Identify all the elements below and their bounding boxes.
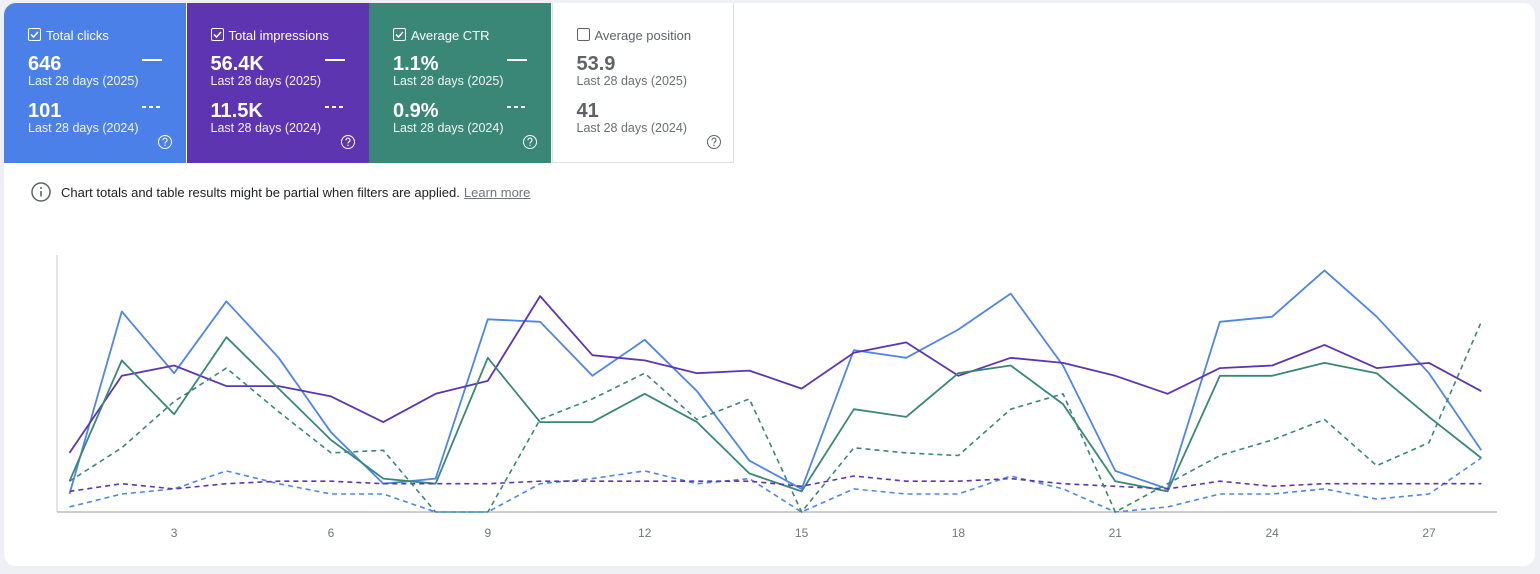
card-period: Last 28 days (2024) <box>393 121 504 135</box>
series-line <box>69 475 1482 493</box>
chart: 3 6 9 12 15 18 21 24 27 <box>56 255 1497 540</box>
checkbox[interactable] <box>576 28 590 41</box>
checkbox[interactable] <box>393 28 406 41</box>
check-mark <box>395 31 404 39</box>
check-path <box>212 31 222 39</box>
checkbox[interactable] <box>210 28 224 41</box>
line-style-icon <box>142 106 162 108</box>
help-dot <box>529 144 531 146</box>
card-value: 56.4K <box>210 53 264 75</box>
series-line <box>68 336 1482 493</box>
info-bar: Chart totals and table results might be … <box>30 181 530 203</box>
line-style-icon <box>507 106 527 108</box>
card-value: 0.9% <box>393 100 439 122</box>
card-value: 11.5K <box>210 100 263 122</box>
line-style-icon <box>324 106 345 108</box>
help-q <box>162 137 168 144</box>
help-icon[interactable] <box>706 134 722 150</box>
x-tick-label: 27 <box>1422 526 1436 540</box>
checkbox[interactable] <box>28 28 41 41</box>
learn-more-link[interactable]: Learn more <box>463 184 531 200</box>
x-tick-label: 24 <box>1265 526 1279 540</box>
card-period: Last 28 days (2025) <box>210 74 322 88</box>
card-label: Average CTR <box>411 28 490 43</box>
card-label: Total clicks <box>46 28 109 43</box>
help-circle <box>523 135 537 149</box>
help-dot <box>346 144 349 146</box>
panel: Total clicks 646 Last 28 days (2025) 101 Las… <box>4 3 1535 566</box>
check-mark <box>30 31 39 39</box>
line-style-icon <box>142 59 162 61</box>
help-icon[interactable] <box>340 134 356 150</box>
check-mark <box>212 31 222 39</box>
help-q <box>527 137 533 144</box>
card-period: Last 28 days (2024) <box>28 121 139 135</box>
line-style-icon <box>507 59 527 61</box>
metric-card[interactable]: Total clicks 646 Last 28 days (2025) 101 Las… <box>4 3 186 163</box>
metric-card[interactable]: Average CTR 1.1% Last 28 days (2025) 0.9% La… <box>369 3 551 163</box>
help-circle <box>340 135 355 149</box>
x-tick-label: 12 <box>638 526 652 540</box>
x-tick-label: 18 <box>952 526 966 540</box>
card-period: Last 28 days (2025) <box>28 74 139 88</box>
card-period: Last 28 days (2024) <box>576 121 688 135</box>
series-line <box>69 457 1482 513</box>
help-icon[interactable] <box>522 134 538 150</box>
card-period: Last 28 days (2025) <box>576 74 688 88</box>
x-tick-label: 15 <box>795 526 809 540</box>
card-value: 53.9 <box>576 53 616 75</box>
card-label: Average position <box>594 28 692 43</box>
help-q <box>344 137 351 144</box>
check-path <box>395 31 404 39</box>
x-tick-label: 3 <box>171 526 178 540</box>
check-path <box>30 31 39 39</box>
card-value: 646 <box>28 53 62 75</box>
series-line <box>68 295 1482 454</box>
card-value: 101 <box>28 100 62 122</box>
card-value: 1.1% <box>393 53 439 75</box>
x-tick-label: 21 <box>1109 526 1123 540</box>
x-tick-label: 9 <box>485 526 492 540</box>
help-circle <box>706 135 721 149</box>
series-line <box>68 269 1483 495</box>
help-q <box>710 137 717 144</box>
help-circle <box>158 135 172 149</box>
help-dot <box>712 144 715 146</box>
help-icon[interactable] <box>157 134 173 150</box>
metric-card[interactable]: Average position 53.9 Last 28 days (2025) 4… <box>551 3 734 163</box>
metric-card[interactable]: Total impressions 56.4K Last 28 days (2025… <box>186 3 369 163</box>
info-text: Chart totals and table results might be … <box>61 184 460 200</box>
line-style-icon <box>324 59 345 61</box>
info-icon <box>31 182 51 202</box>
card-period: Last 28 days (2025) <box>393 74 504 88</box>
card-label: Total impressions <box>228 28 329 43</box>
x-tick-label: 6 <box>328 526 335 540</box>
help-dot <box>164 144 166 146</box>
card-period: Last 28 days (2024) <box>210 121 322 135</box>
card-value: 41 <box>576 100 599 122</box>
